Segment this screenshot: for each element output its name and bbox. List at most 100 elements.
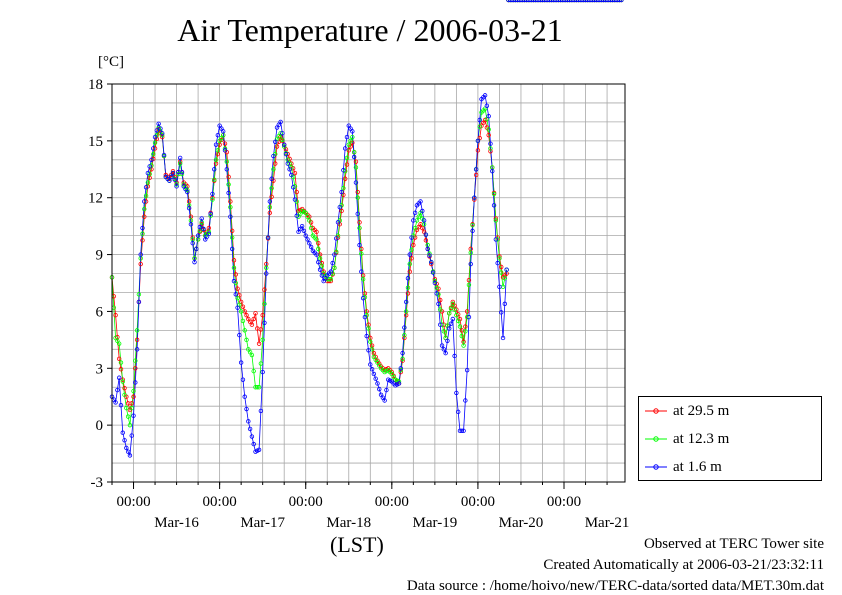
data-point <box>339 208 344 214</box>
data-point <box>188 222 194 227</box>
series-line-1 <box>111 107 508 426</box>
data-point <box>210 191 215 197</box>
y-tick-label: 9 <box>96 248 104 264</box>
data-point <box>396 381 402 386</box>
data-point <box>455 318 461 324</box>
x-tick-time-label: 00:00 <box>375 494 409 510</box>
data-point <box>439 343 445 348</box>
data-point <box>334 236 339 241</box>
y-tick-label: 18 <box>88 77 103 93</box>
data-point <box>493 237 499 242</box>
legend-swatch-blue <box>645 464 667 470</box>
data-point <box>249 322 255 327</box>
data-point <box>488 149 493 154</box>
data-point <box>473 167 479 172</box>
data-point <box>538 0 543 3</box>
data-point <box>281 144 287 149</box>
data-point <box>493 218 499 223</box>
data-point <box>142 199 147 204</box>
data-point <box>432 278 438 284</box>
data-point <box>280 137 285 143</box>
legend-item: at 12.3 m <box>645 429 729 449</box>
data-point <box>497 254 502 259</box>
data-point <box>491 203 497 208</box>
x-tick-date-label: Mar-20 <box>499 515 544 531</box>
data-point <box>145 180 151 185</box>
data-point <box>131 413 136 418</box>
data-point <box>560 0 565 3</box>
data-point <box>152 146 158 151</box>
data-point <box>258 408 264 414</box>
data-point <box>122 438 127 443</box>
series-line-0 <box>111 118 507 412</box>
data-point <box>231 278 237 284</box>
data-point <box>368 339 373 344</box>
data-point <box>213 142 219 147</box>
data-point <box>185 189 190 195</box>
data-point <box>199 216 204 221</box>
data-point <box>208 211 213 217</box>
data-point <box>305 214 310 219</box>
data-point <box>113 313 118 318</box>
data-point <box>427 251 432 256</box>
data-point <box>192 259 197 265</box>
data-point <box>215 148 221 153</box>
data-point <box>570 0 576 3</box>
data-point <box>142 214 147 219</box>
x-tick-date-label: Mar-21 <box>585 515 630 531</box>
data-point <box>375 381 380 386</box>
data-point <box>269 176 274 181</box>
data-point <box>242 328 247 333</box>
data-point <box>601 0 606 3</box>
data-point <box>265 235 271 240</box>
data-point <box>317 256 323 261</box>
data-point <box>179 171 185 177</box>
data-point <box>118 360 124 365</box>
data-point <box>342 176 348 181</box>
data-point <box>281 142 287 147</box>
data-point <box>549 0 554 3</box>
data-point <box>400 358 405 363</box>
data-point <box>246 419 251 424</box>
data-point <box>118 367 124 372</box>
data-point <box>116 341 122 346</box>
data-point <box>335 220 341 225</box>
data-point <box>267 199 273 204</box>
data-point <box>355 189 360 195</box>
data-point <box>554 0 560 3</box>
data-point <box>416 214 421 219</box>
data-point <box>124 405 129 411</box>
data-point <box>122 392 127 398</box>
data-point <box>619 0 624 3</box>
data-point <box>472 197 477 202</box>
data-point <box>170 170 176 176</box>
data-point <box>190 240 195 246</box>
x-tick-time-label: 00:00 <box>461 494 495 510</box>
y-tick-label: 12 <box>88 191 103 207</box>
data-point <box>488 141 493 146</box>
data-point <box>565 0 570 3</box>
data-point <box>228 214 233 219</box>
data-point <box>488 146 493 151</box>
data-point <box>405 276 411 281</box>
data-point <box>278 131 283 136</box>
data-point <box>307 240 312 246</box>
data-point <box>222 141 228 146</box>
data-point <box>143 193 149 199</box>
data-point <box>115 387 120 393</box>
data-point <box>251 441 256 447</box>
data-point <box>151 151 156 157</box>
data-point <box>140 225 145 231</box>
data-point <box>151 146 156 151</box>
data-point <box>581 0 586 3</box>
data-point <box>339 189 344 195</box>
x-tick-time-label: 00:00 <box>289 494 323 510</box>
data-point <box>463 329 468 334</box>
data-point <box>540 0 545 3</box>
data-point <box>240 318 246 324</box>
data-point <box>143 185 149 190</box>
data-point <box>260 337 265 343</box>
data-point <box>459 333 464 339</box>
data-point <box>518 0 524 3</box>
data-point <box>423 238 429 243</box>
